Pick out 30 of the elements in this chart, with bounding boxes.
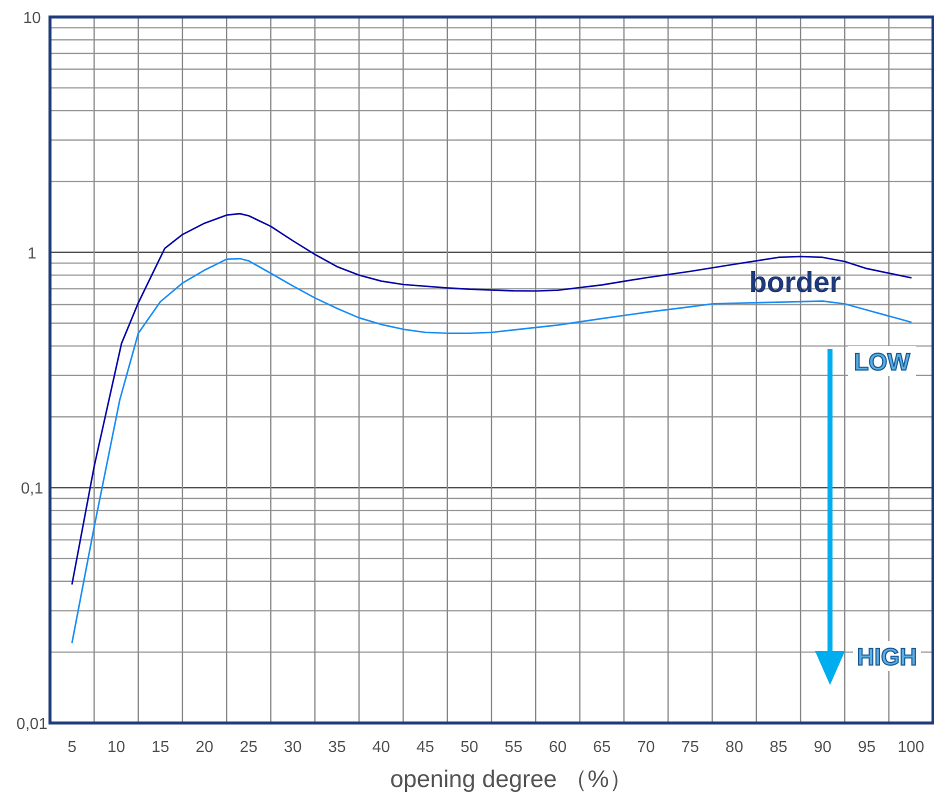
- x-tick-label: 60: [548, 739, 567, 756]
- x-tick-label: 20: [196, 739, 214, 756]
- x-tick-label: 90: [814, 739, 832, 756]
- x-tick-label: 85: [770, 739, 788, 756]
- x-tick-label: 95: [858, 739, 876, 756]
- x-axis-title: opening degree （%）: [390, 766, 633, 793]
- x-tick-label: 30: [284, 739, 302, 756]
- x-tick-label: 100: [898, 739, 924, 756]
- y-tick-label: 0,01: [16, 716, 48, 733]
- y-tick-label: 10: [23, 10, 41, 27]
- x-tick-label: 75: [681, 739, 700, 756]
- x-tick-label: 35: [328, 739, 346, 756]
- annotation: LOW: [854, 349, 910, 376]
- x-tick-label: 55: [504, 739, 523, 756]
- annotation: HIGH: [857, 644, 917, 671]
- x-tick-label: 50: [460, 739, 478, 756]
- x-tick-label: 15: [151, 739, 170, 756]
- y-tick-label: 1: [28, 245, 37, 262]
- x-tick-label: 40: [372, 739, 390, 756]
- x-tick-label: 70: [637, 739, 656, 756]
- y-tick-label: 0,1: [20, 480, 44, 498]
- x-tick-label: 25: [240, 739, 258, 756]
- x-tick-label: 80: [725, 739, 744, 756]
- x-tick-label: 10: [107, 739, 126, 756]
- x-tick-label: 45: [416, 739, 434, 756]
- x-tick-label: 65: [592, 739, 611, 756]
- line-series: [71, 258, 912, 644]
- annotation: border: [749, 267, 841, 299]
- line-series: [71, 212, 912, 585]
- x-tick-label: 5: [68, 739, 77, 756]
